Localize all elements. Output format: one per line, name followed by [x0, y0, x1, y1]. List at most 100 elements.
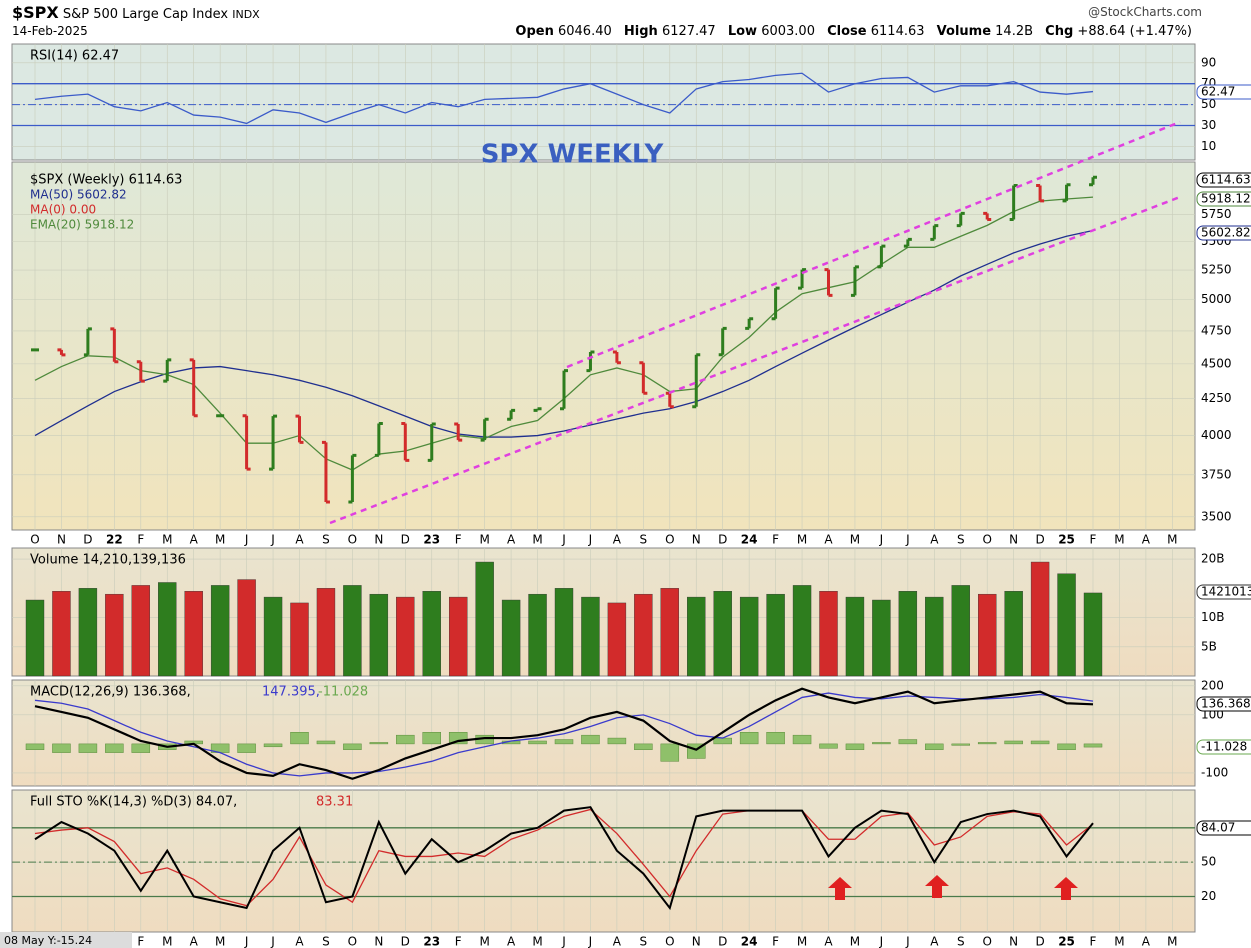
x-tick-label: D	[718, 935, 727, 948]
line	[34, 808, 1094, 907]
value-tag	[1196, 84, 1251, 100]
quote-value: 6114.63	[870, 24, 925, 39]
volume-bar	[819, 591, 838, 677]
histogram-bar	[898, 739, 918, 745]
price-panel	[11, 161, 1196, 531]
volume-bar	[687, 596, 706, 677]
price-bar	[348, 453, 357, 504]
price-bar	[427, 422, 436, 462]
quote-value: 6003.00	[761, 24, 815, 39]
x-tick-label: M	[850, 935, 860, 948]
legend-entry: MA(50) 5602.82	[30, 188, 127, 202]
volume-bar	[1057, 573, 1076, 677]
x-tick-label: A	[190, 935, 199, 948]
x-tick-label: N	[692, 935, 701, 948]
x-tick-label: J	[588, 533, 593, 547]
volume-bar	[210, 585, 230, 677]
x-tick-label: N	[57, 533, 66, 547]
x-tick-label: 22	[106, 533, 123, 547]
x-tick-label: N	[374, 935, 383, 948]
quote-label: Volume	[936, 24, 992, 39]
volume-bar	[581, 596, 600, 677]
x-tick-label: J	[879, 533, 884, 547]
volume-bar	[396, 596, 415, 677]
x-tick-label: J	[588, 935, 593, 948]
volume-bar	[713, 591, 732, 677]
channel-lower	[329, 195, 1181, 525]
x-tick-label: A	[824, 935, 833, 948]
value-tag	[1196, 225, 1251, 241]
y-tick-label: 5750	[1201, 207, 1232, 221]
histogram-bar	[951, 743, 970, 746]
histogram-bar	[78, 743, 98, 753]
volume-bar	[792, 585, 812, 677]
y-tick-label: 50	[1201, 97, 1216, 111]
arrows	[828, 875, 1078, 900]
x-tick-label: O	[982, 533, 991, 547]
x-tick-label: A	[190, 533, 199, 547]
legend-entry: MACD(12,26,9) 136.368,	[30, 685, 191, 700]
price-bar	[824, 268, 833, 297]
x-tick-label: O	[665, 533, 674, 547]
x-tick-label: S	[322, 935, 330, 948]
x-tick-label: D	[401, 533, 410, 547]
volume-bar	[316, 588, 336, 677]
price-bar	[612, 350, 621, 365]
legend-entry: Volume 14,210,139,136	[30, 553, 186, 568]
histogram-bar	[845, 743, 865, 750]
price-bar	[57, 348, 66, 357]
x-tick-label: S	[640, 533, 648, 547]
price-bar	[533, 407, 542, 412]
price-bar	[718, 326, 727, 357]
value-tag-label: -11.028	[1201, 740, 1247, 754]
x-tick-label: D	[1035, 533, 1044, 547]
volume-bar	[52, 591, 71, 677]
y-tick-label: 3750	[1201, 467, 1232, 481]
legend-entry: Full STO %K(14,3) %D(3) 84.07,	[30, 795, 237, 810]
x-tick-label: 24	[741, 533, 758, 547]
histogram-bar	[52, 743, 71, 753]
x-tick-label: F	[1090, 935, 1097, 948]
line	[34, 687, 1094, 780]
price-bar	[560, 369, 568, 411]
x-tick-label: N	[1009, 533, 1018, 547]
volume-bar	[739, 596, 759, 677]
x-tick-label: A	[930, 935, 939, 948]
price-bar	[136, 360, 145, 383]
volume-bar	[105, 593, 124, 677]
price-bar	[850, 265, 859, 297]
volume-bar	[184, 591, 203, 677]
x-tick-label: O	[665, 935, 674, 948]
x-tick-label: 25	[1058, 533, 1075, 547]
volume-bar	[634, 593, 653, 677]
value-tag-label: 136.368	[1201, 697, 1251, 711]
x-tick-label: J	[270, 533, 275, 547]
source: @StockCharts.com	[1088, 5, 1202, 19]
x-tick-label: M	[215, 533, 225, 547]
y-tick-label: 200	[1201, 678, 1224, 692]
histogram-bar	[660, 743, 680, 762]
x-tick-label: F	[455, 533, 462, 547]
price-bar	[242, 414, 251, 471]
volume-bar	[25, 599, 45, 677]
value-tag-label: 5602.82	[1201, 226, 1251, 240]
x-tick-label: N	[1009, 935, 1018, 948]
x-tick-label: M	[1167, 533, 1177, 547]
histogram-bar	[1030, 740, 1050, 745]
line	[34, 806, 1094, 911]
legend-entry: MA(0) 0.00	[30, 203, 96, 217]
x-tick-label: A	[295, 533, 304, 547]
x-tick-label: 24	[741, 935, 758, 948]
y-tick-label: 4250	[1201, 391, 1232, 405]
volume-bar	[1030, 561, 1050, 677]
x-tick-label: 23	[423, 935, 440, 948]
price-bar	[295, 414, 304, 444]
x-tick-label: A	[824, 533, 833, 547]
y-tick-label: 90	[1201, 55, 1216, 69]
volume-bar	[1083, 592, 1103, 677]
volume-bar	[237, 579, 256, 677]
price-bar	[507, 408, 516, 421]
x-tick-label: 25	[1058, 935, 1075, 948]
histogram-bar	[369, 742, 389, 745]
